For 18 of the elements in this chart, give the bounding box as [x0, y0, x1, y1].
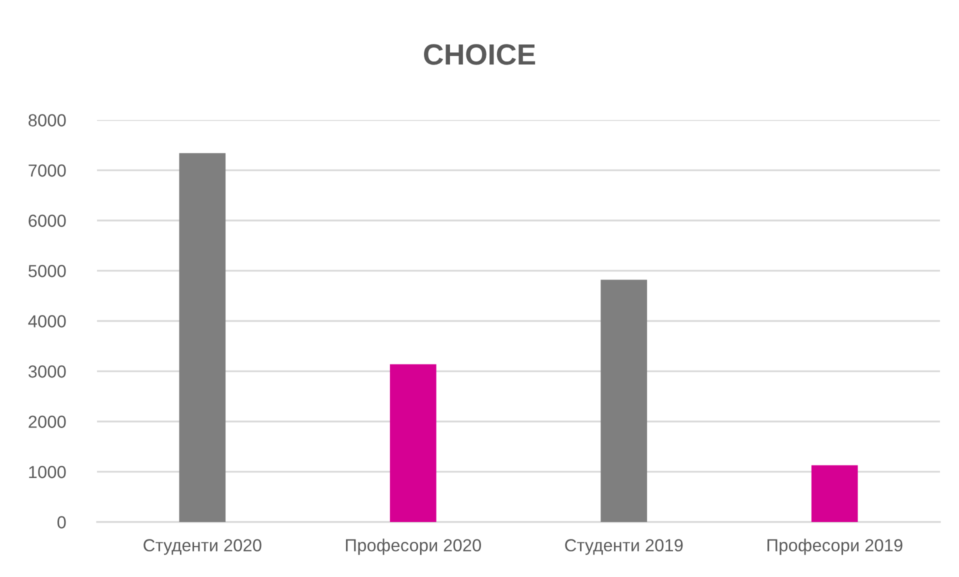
y-tick-label: 2000: [28, 416, 66, 428]
y-tick-label: 6000: [28, 214, 66, 227]
y-tick-label: 0: [57, 516, 66, 528]
bar: [811, 465, 858, 522]
y-tick-label: 5000: [28, 264, 66, 278]
chart-title: CHOICE: [424, 44, 536, 65]
y-tick-label: 3000: [28, 365, 66, 378]
bar: [390, 364, 436, 522]
y-tick-label: 7000: [28, 164, 66, 177]
y-tick-label: 4000: [28, 315, 66, 328]
bar: [179, 153, 226, 522]
x-tick-label: Студенти 2020: [144, 539, 262, 555]
y-tick-label: 8000: [28, 114, 66, 126]
x-tick-label: Професори 2019: [768, 538, 902, 555]
x-tick-label: Студенти 2019: [565, 539, 683, 555]
bar: [600, 280, 648, 522]
y-tick-label: 1000: [29, 466, 66, 478]
x-tick-label: Професори 2020: [346, 538, 481, 555]
